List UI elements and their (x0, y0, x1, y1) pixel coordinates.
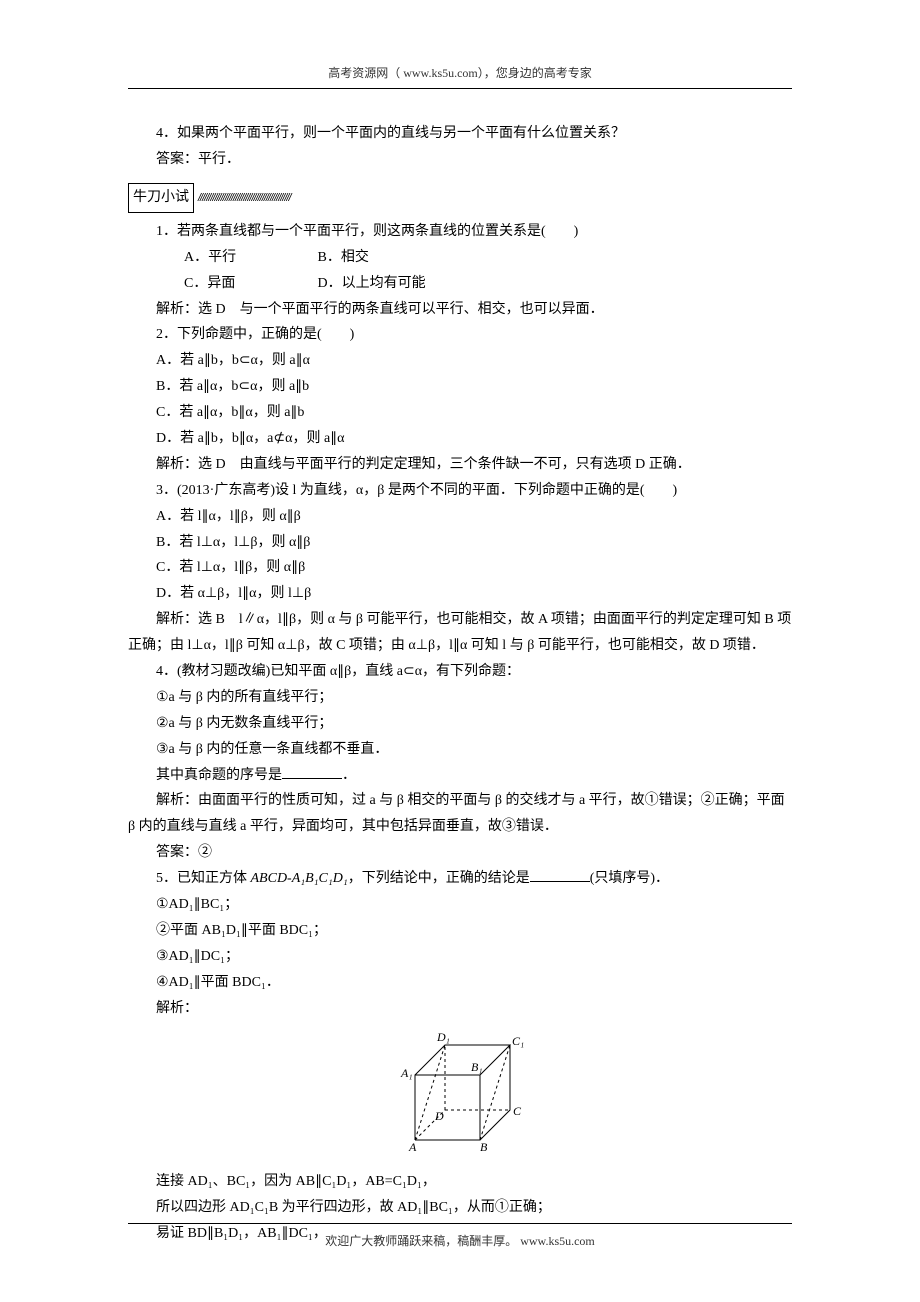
section-heading-box: 牛刀小试 (128, 183, 194, 213)
p2-question: 2．下列命题中，正确的是( ) (128, 322, 792, 348)
p2-opt-c: C．若 a∥α，b∥α，则 a∥b (128, 400, 792, 426)
p5-question: 5．已知正方体 ABCD-A₁B₁C₁D₁，下列结论中，正确的结论是 (只填序号)… (128, 866, 792, 892)
q4-top-answer: 答案：平行． (128, 147, 792, 173)
content-body: 4．如果两个平面平行，则一个平面内的直线与另一个平面有什么位置关系？ 答案：平行… (128, 121, 792, 1247)
p5-line2: 所以四边形 AD₁C₁B 为平行四边形，故 AD₁∥BC₁，从而①正确； (128, 1195, 792, 1221)
p5-ans0: 解析： (128, 996, 792, 1022)
p1-options-row2: C．异面 D．以上均有可能 (128, 271, 792, 297)
cube-label-a1: A₁ (400, 1066, 413, 1080)
p3-question: 3．(2013·广东高考)设 l 为直线，α，β 是两个不同的平面．下列命题中正… (128, 478, 792, 504)
p4-blank-line: 其中真命题的序号是． (128, 763, 792, 789)
p5-blank (530, 868, 590, 882)
cube-label-d1: D₁ (436, 1030, 450, 1044)
cube-svg: A B C D A₁ B₁ C₁ D₁ (385, 1025, 535, 1155)
cube-diagram: A B C D A₁ B₁ C₁ D₁ (128, 1025, 792, 1165)
cube-label-a: A (408, 1140, 417, 1154)
p2-opt-a: A．若 a∥b，b⊂α，则 a∥α (128, 348, 792, 374)
p1-opt-d: D．以上均有可能 (290, 271, 426, 297)
p4-answer1: 解析：由面面平行的性质可知，过 a 与 β 相交的平面与 β 的交线才与 a 平… (128, 788, 792, 840)
p1-opt-c: C．异面 (156, 271, 286, 297)
cube-diag-ad1 (415, 1045, 445, 1140)
p1-opt-b: B．相交 (290, 245, 420, 271)
p4-s2: ②a 与 β 内无数条直线平行； (128, 711, 792, 737)
p5-s1: ①AD₁∥BC₁； (128, 892, 792, 918)
p4-blank-prefix: 其中真命题的序号是 (156, 768, 282, 783)
header-rule (128, 88, 792, 89)
cube-label-c1: C₁ (512, 1034, 524, 1048)
p5-s2: ②平面 AB₁D₁∥平面 BDC₁； (128, 918, 792, 944)
p2-opt-b: B．若 a∥α，b⊂α，则 a∥b (128, 374, 792, 400)
p5-cube-name: ABCD-A₁B₁C₁D₁ (251, 871, 348, 886)
p5-s4: ④AD₁∥平面 BDC₁． (128, 970, 792, 996)
cube-top-visible (415, 1045, 510, 1075)
p5-q-prefix: 5．已知正方体 (156, 871, 251, 886)
slashes-decoration: ////////////////////////////////////////… (198, 188, 291, 208)
p1-answer: 解析：选 D 与一个平面平行的两条直线可以平行、相交，也可以异面． (128, 297, 792, 323)
p4-s1: ①a 与 β 内的所有直线平行； (128, 685, 792, 711)
p2-answer: 解析：选 D 由直线与平面平行的判定定理知，三个条件缺一不可，只有选项 D 正确… (128, 452, 792, 478)
cube-diag-bc1 (480, 1045, 510, 1140)
p3-opt-d: D．若 α⊥β，l∥α，则 l⊥β (128, 581, 792, 607)
cube-label-d: D (434, 1109, 444, 1123)
cube-label-b1: B₁ (471, 1060, 483, 1074)
p4-answer2: 答案：② (128, 840, 792, 866)
p5-q-suffix: ，下列结论中，正确的结论是 (348, 871, 530, 886)
p4-blank (282, 765, 342, 779)
p1-options-row1: A．平行 B．相交 (128, 245, 792, 271)
p4-s3: ③a 与 β 内的任意一条直线都不垂直． (128, 737, 792, 763)
p5-q-tail: (只填序号)． (590, 871, 669, 886)
p1-question: 1．若两条直线都与一个平面平行，则这两条直线的位置关系是( ) (128, 219, 792, 245)
p5-s3: ③AD₁∥DC₁； (128, 944, 792, 970)
p2-opt-d: D．若 a∥b，b∥α，a⊄α，则 a∥α (128, 426, 792, 452)
p3-opt-a: A．若 l∥α，l∥β，则 α∥β (128, 504, 792, 530)
section-heading: 牛刀小试 ///////////////////////////////////… (128, 183, 792, 213)
p3-opt-b: B．若 l⊥α，l⊥β，则 α∥β (128, 530, 792, 556)
page-footer: 欢迎广大教师踊跃来稿，稿酬丰厚。 www.ks5u.com (128, 1223, 792, 1252)
p3-answer: 解析：选 B l∥α，l∥β，则 α 与 β 可能平行，也可能相交，故 A 项错… (128, 607, 792, 659)
cube-label-b: B (480, 1140, 488, 1154)
p1-opt-a: A．平行 (156, 245, 286, 271)
cube-label-c: C (513, 1104, 522, 1118)
q4-top-question: 4．如果两个平面平行，则一个平面内的直线与另一个平面有什么位置关系？ (128, 121, 792, 147)
p4-question: 4．(教材习题改编)已知平面 α∥β，直线 a⊂α，有下列命题： (128, 659, 792, 685)
page-header: 高考资源网（ www.ks5u.com），您身边的高考专家 (128, 62, 792, 84)
p3-opt-c: C．若 l⊥α，l∥β，则 α∥β (128, 555, 792, 581)
p5-line1: 连接 AD₁、BC₁，因为 AB∥C₁D₁，AB=C₁D₁， (128, 1169, 792, 1195)
